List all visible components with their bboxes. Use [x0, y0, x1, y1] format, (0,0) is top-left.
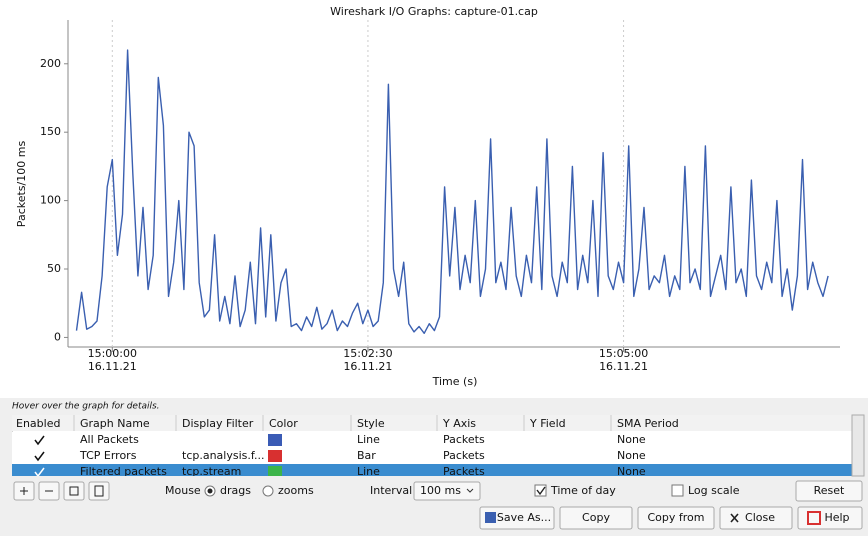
- column-header: Style: [357, 417, 385, 430]
- drags-radio-dot: [208, 489, 213, 494]
- display-filter: tcp.analysis.f...: [182, 449, 264, 462]
- color-swatch[interactable]: [268, 466, 282, 478]
- copy-graph-button[interactable]: [64, 482, 84, 500]
- color-swatch[interactable]: [268, 450, 282, 462]
- column-header: Y Field: [529, 417, 566, 430]
- display-filter: tcp.stream: [182, 465, 241, 478]
- drags-label: drags: [220, 484, 251, 497]
- copy-from-button-label: Copy from: [648, 511, 705, 524]
- style: Bar: [357, 449, 376, 462]
- y-axis: Packets: [443, 465, 485, 478]
- x-axis-label: Time (s): [432, 375, 478, 388]
- reset-button-label: Reset: [814, 484, 845, 497]
- x-tick-label: 15:00:00: [88, 347, 137, 360]
- column-header: Color: [269, 417, 298, 430]
- x-tick-label: 15:02:30: [343, 347, 392, 360]
- clear-graphs-button[interactable]: [89, 482, 109, 500]
- x-tick-date: 16.11.21: [599, 360, 648, 373]
- graph-name: Filtered packets: [80, 465, 167, 478]
- close-button-label: Close: [745, 511, 775, 524]
- style: Line: [357, 465, 380, 478]
- hover-hint: Hover over the graph for details.: [12, 402, 160, 412]
- y-tick-label: 200: [40, 57, 61, 70]
- save-as-button-label: Save As...: [497, 511, 551, 524]
- sma-period: None: [617, 433, 646, 446]
- y-axis: Packets: [443, 433, 485, 446]
- log-scale-label: Log scale: [688, 484, 740, 497]
- copy-button-label: Copy: [582, 511, 610, 524]
- mouse-label: Mouse: [165, 484, 201, 497]
- sma-period: None: [617, 449, 646, 462]
- column-header: Enabled: [16, 417, 60, 430]
- scrollbar[interactable]: [852, 415, 864, 476]
- time-of-day-label: Time of day: [550, 484, 616, 497]
- y-tick-label: 0: [54, 330, 61, 343]
- chart-title: Wireshark I/O Graphs: capture-01.cap: [330, 5, 538, 18]
- zooms-label: zooms: [278, 484, 314, 497]
- column-header: Display Filter: [182, 417, 254, 430]
- x-tick-date: 16.11.21: [343, 360, 392, 373]
- column-header: Graph Name: [80, 417, 150, 430]
- graph-name: All Packets: [80, 433, 139, 446]
- x-tick-label: 15:05:00: [599, 347, 648, 360]
- table-row[interactable]: [12, 448, 852, 464]
- graph-area: [0, 0, 868, 398]
- style: Line: [357, 433, 380, 446]
- column-header: SMA Period: [617, 417, 679, 430]
- x-tick-date: 16.11.21: [88, 360, 137, 373]
- zooms-radio[interactable]: [263, 486, 273, 496]
- column-header: Y Axis: [442, 417, 476, 430]
- y-tick-label: 100: [40, 194, 61, 207]
- y-tick-label: 150: [40, 125, 61, 138]
- interval-label: Interval: [370, 484, 412, 497]
- graph-table: Enabled Graph Name Display Filter Color Styl…: [12, 415, 852, 480]
- y-tick-label: 50: [47, 262, 61, 275]
- io-graph-window: Wireshark I/O Graphs: capture-01.cap Pac…: [0, 0, 868, 536]
- sma-period: None: [617, 465, 646, 478]
- log-scale-checkbox[interactable]: [672, 485, 683, 496]
- save-icon: [485, 512, 496, 523]
- color-swatch[interactable]: [268, 434, 282, 446]
- graph-name: TCP Errors: [79, 449, 137, 462]
- y-axis-label: Packets/100 ms: [15, 141, 28, 228]
- y-axis: Packets: [443, 449, 485, 462]
- interval-value: 100 ms: [420, 484, 461, 497]
- help-button-label: Help: [824, 511, 849, 524]
